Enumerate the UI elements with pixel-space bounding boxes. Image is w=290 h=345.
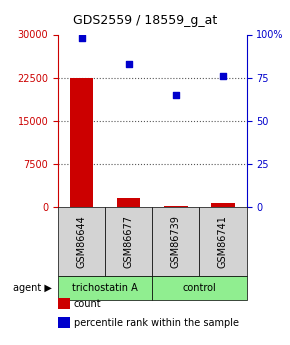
Text: control: control — [182, 283, 216, 293]
Point — [221, 73, 225, 79]
Point — [126, 61, 131, 67]
Text: GSM86741: GSM86741 — [218, 215, 228, 268]
Text: percentile rank within the sample: percentile rank within the sample — [74, 318, 239, 328]
Text: GSM86739: GSM86739 — [171, 215, 181, 268]
Bar — [70, 78, 93, 207]
Text: count: count — [74, 299, 102, 309]
Bar — [211, 203, 235, 207]
Bar — [164, 206, 188, 207]
Text: GSM86644: GSM86644 — [77, 215, 86, 268]
Point — [173, 92, 178, 98]
Bar — [117, 198, 140, 207]
Text: GDS2559 / 18559_g_at: GDS2559 / 18559_g_at — [73, 14, 217, 27]
Text: trichostatin A: trichostatin A — [72, 283, 138, 293]
Text: GSM86677: GSM86677 — [124, 215, 134, 268]
Point — [79, 35, 84, 41]
Text: agent ▶: agent ▶ — [13, 283, 52, 293]
